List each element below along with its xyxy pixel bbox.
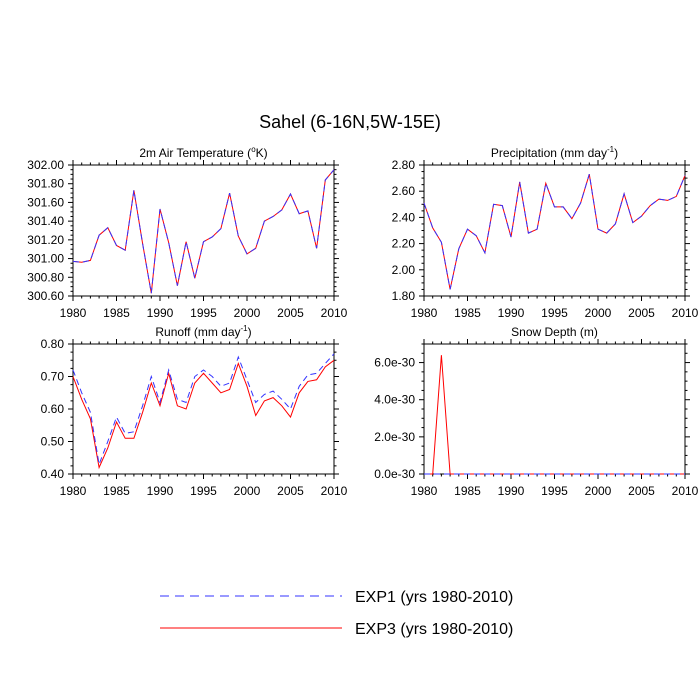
x-tick-label: 2010 [672,484,699,498]
x-tick-label: 1990 [147,484,174,498]
x-tick-label: 2005 [628,306,655,320]
panel-title-runoff: Runoff (mm day-1) [155,324,251,339]
y-tick-label: 2.0e-30 [374,430,415,444]
y-tick-label: 2.20 [392,237,416,251]
panel-title-precipitation: Precipitation (mm day-1) [491,145,618,160]
x-tick-label: 1990 [498,484,525,498]
panel-title-part: ) [614,146,618,160]
x-tick-label: 2000 [585,306,612,320]
x-tick-label: 2005 [628,484,655,498]
y-tick-label: 0.0e-30 [374,467,415,481]
y-tick-label: 0.50 [41,435,65,449]
x-tick-label: 1980 [60,484,87,498]
x-tick-label: 1985 [103,484,130,498]
panel-title-part: Runoff (mm day [155,325,240,339]
x-tick-label: 2005 [277,306,304,320]
x-tick-label: 1995 [190,306,217,320]
x-tick-label: 2010 [321,484,348,498]
plot-frame [72,164,335,297]
x-tick-label: 1990 [147,306,174,320]
panel-title-part: -1 [241,324,249,333]
panel-title-air-temperature: 2m Air Temperature (oK) [139,145,267,160]
plot-frame [423,164,686,297]
panel-snow-depth: Snow Depth (m) 1980 1985 1990 1995 2000 2005 20… [374,325,698,498]
y-tick-label: 2.40 [392,210,416,224]
y-tick-label: 301.20 [27,233,64,247]
x-tick-label: 1985 [103,306,130,320]
legend: EXP1 (yrs 1980-2010) EXP3 (yrs 1980-2010… [160,589,513,638]
y-tick-label: 301.00 [27,252,64,266]
panel-air-temperature: 2m Air Temperature (oK) 1980 1985 1990 1995 2… [27,145,347,320]
series-line-exp1 [423,174,686,290]
plot-frame [423,343,686,475]
x-tick-label: 1995 [190,484,217,498]
y-tick-label: 301.60 [27,195,64,209]
x-tick-label: 1985 [454,306,481,320]
series-line-exp3 [72,359,335,470]
x-tick-label: 1990 [498,306,525,320]
y-tick-label: 0.60 [41,402,65,416]
legend-label-exp3: EXP3 (yrs 1980-2010) [355,621,513,638]
y-tick-label: 0.70 [41,370,65,384]
legend-label-exp1: EXP1 (yrs 1980-2010) [355,589,513,606]
series-line-exp1 [72,353,335,467]
y-tick-label: 2.00 [392,263,416,277]
x-tick-label: 1995 [541,306,568,320]
y-tick-label: 2.80 [392,158,416,172]
x-tick-label: 2010 [321,306,348,320]
panel-title-part: K) [256,146,268,160]
panel-title-snow-depth: Snow Depth (m) [511,325,598,339]
panel-title-part: Snow Depth (m) [511,325,598,339]
x-tick-label: 2005 [277,484,304,498]
figure-title: Sahel (6-16N,5W-15E) [259,112,441,132]
x-tick-label: 1995 [541,484,568,498]
y-tick-label: 302.00 [27,158,64,172]
y-tick-label: 0.80 [41,337,65,351]
panel-title-part: -1 [607,145,615,154]
panel-title-part: Precipitation (mm day [491,146,607,160]
y-tick-label: 300.80 [27,270,64,284]
series-line-exp1 [72,169,335,294]
y-tick-label: 301.40 [27,214,64,228]
series-line-exp3 [423,174,686,290]
panel-title-part: ) [248,325,252,339]
x-tick-label: 1980 [411,306,438,320]
panel-title-part: 2m Air Temperature ( [139,146,251,160]
panel-runoff: Runoff (mm day-1) 1980 1985 1990 1995 2000 200… [41,324,348,498]
y-tick-label: 300.60 [27,289,64,303]
series-line-exp3 [424,355,685,475]
y-tick-label: 301.80 [27,177,64,191]
x-tick-label: 1980 [411,484,438,498]
y-tick-label: 1.80 [392,289,416,303]
x-tick-label: 2010 [672,306,699,320]
y-tick-label: 6.0e-30 [374,356,415,370]
y-tick-label: 2.60 [392,184,416,198]
y-tick-label: 4.0e-30 [374,393,415,407]
series-line-exp3 [72,169,335,294]
x-tick-label: 1980 [60,306,87,320]
panels: 2m Air Temperature (oK) 1980 1985 1990 1995 2… [27,145,698,498]
plot-frame [72,343,335,475]
x-tick-label: 1985 [454,484,481,498]
y-tick-label: 0.40 [41,467,65,481]
x-tick-label: 2000 [234,484,261,498]
x-tick-label: 2000 [585,484,612,498]
panel-precipitation: Precipitation (mm day-1) 1980 1985 1990 1995… [392,145,699,320]
panel-title-part: o [251,145,256,154]
x-tick-label: 2000 [234,306,261,320]
